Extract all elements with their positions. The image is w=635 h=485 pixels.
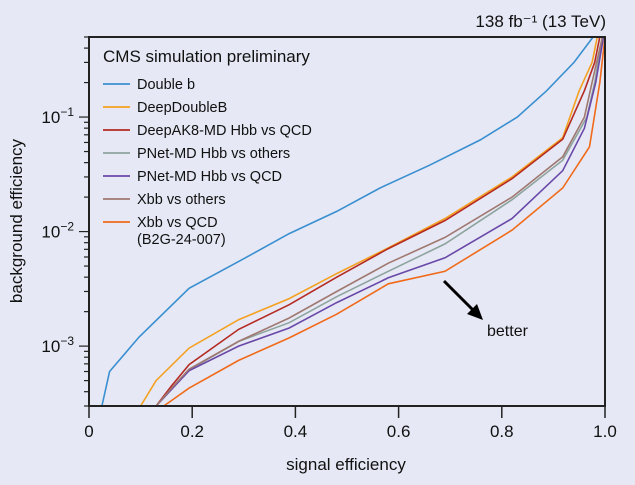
x-tick-label: 0.2 bbox=[180, 422, 204, 441]
y-axis-label: background efficiency bbox=[7, 138, 26, 303]
better-arrow bbox=[442, 279, 478, 315]
series-line-0 bbox=[101, 36, 594, 407]
better-label: better bbox=[487, 323, 529, 340]
better-annotation: better bbox=[442, 279, 529, 340]
x-axis-label: signal efficiency bbox=[286, 455, 406, 474]
x-tick-label: 0.4 bbox=[284, 422, 308, 441]
better-arrow-head bbox=[467, 304, 483, 320]
legend-label: PNet-MD Hbb vs others bbox=[137, 146, 290, 162]
legend-label: Xbb vs others bbox=[137, 192, 226, 208]
legend-label: DeepDoubleB bbox=[137, 100, 227, 116]
legend: Double b DeepDoubleB DeepAK8-MD Hbb vs QCD… bbox=[103, 77, 312, 248]
legend-label: DeepAK8-MD Hbb vs QCD bbox=[137, 123, 312, 139]
legend-item: Double b bbox=[103, 77, 195, 93]
x-tick-label: 0.8 bbox=[490, 422, 514, 441]
legend-item: Xbb vs others bbox=[103, 192, 226, 208]
y-tick-label: 10−1 bbox=[41, 105, 74, 127]
legend-item: DeepAK8-MD Hbb vs QCD bbox=[103, 123, 312, 139]
plot-frame bbox=[88, 36, 606, 407]
legend-label: Double b bbox=[137, 77, 195, 93]
legend-label: PNet-MD Hbb vs QCD bbox=[137, 169, 282, 185]
chart-title: CMS simulation preliminary bbox=[103, 47, 310, 66]
y-axis: 10−3 10−2 10−1 bbox=[41, 36, 89, 407]
x-axis: 0 0.2 0.4 0.6 0.8 1.0 bbox=[84, 406, 617, 441]
series-line-4 bbox=[155, 36, 605, 407]
y-tick-label: 10−2 bbox=[41, 220, 74, 242]
x-tick-label: 0.6 bbox=[387, 422, 411, 441]
legend-item: PNet-MD Hbb vs QCD bbox=[103, 169, 282, 185]
legend-item: PNet-MD Hbb vs others bbox=[103, 146, 290, 162]
legend-label: (B2G-24-007) bbox=[137, 232, 226, 248]
series-line-2 bbox=[155, 36, 601, 407]
legend-item: Xbb vs QCD(B2G-24-007) bbox=[103, 215, 226, 248]
x-tick-label: 0 bbox=[84, 422, 93, 441]
x-tick-label: 1.0 bbox=[593, 422, 617, 441]
curves-group bbox=[101, 36, 606, 407]
y-tick-label: 10−3 bbox=[41, 334, 74, 356]
series-line-5 bbox=[155, 36, 604, 407]
top-right-label: 138 fb⁻¹ (13 TeV) bbox=[475, 12, 606, 31]
legend-label: Xbb vs QCD bbox=[137, 215, 218, 231]
series-line-6 bbox=[163, 36, 606, 407]
legend-item: DeepDoubleB bbox=[103, 100, 227, 116]
